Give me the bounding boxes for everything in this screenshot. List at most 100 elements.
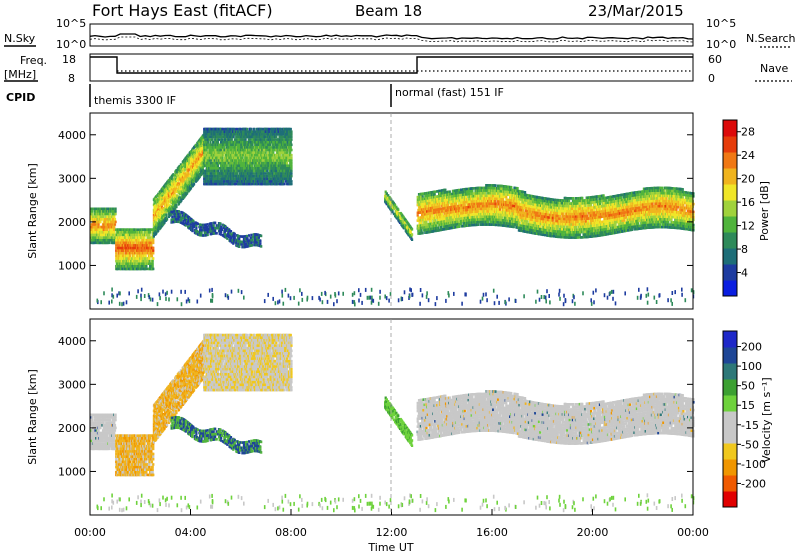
power-cell [186, 173, 189, 176]
power-cell [181, 171, 184, 174]
power-cell [245, 156, 248, 160]
power-cell [130, 238, 133, 242]
power-cell [211, 143, 214, 147]
power-cell [198, 155, 201, 158]
power-cell [202, 139, 205, 142]
power-cell [252, 172, 255, 175]
power-cell [269, 153, 272, 157]
power-cell [142, 238, 145, 242]
power-cell [119, 249, 122, 252]
power-cell [134, 228, 137, 231]
power-cell [186, 191, 189, 195]
power-cell [158, 217, 161, 220]
power-cell [132, 249, 135, 252]
power-cell [222, 153, 225, 157]
power-cell [136, 244, 139, 247]
power-cell [188, 180, 191, 184]
power-cell [203, 172, 206, 175]
power-cell [107, 212, 110, 216]
power-cell [154, 209, 157, 212]
power-cell [167, 203, 170, 206]
power-cell [274, 159, 277, 162]
power-cell [113, 231, 116, 234]
power-cell [162, 195, 166, 199]
power-cell [167, 191, 171, 195]
power-cell [283, 182, 286, 186]
power-cell [146, 262, 149, 265]
power-cell [128, 241, 132, 245]
power-cell [289, 127, 292, 131]
power-cell [416, 214, 419, 217]
power-cell [223, 146, 226, 149]
power-cell [90, 210, 93, 213]
power-cell [119, 231, 122, 234]
power-cell [266, 169, 269, 173]
power-cell [203, 180, 206, 183]
power-cell [290, 174, 293, 178]
power-cell [186, 162, 189, 165]
power-cell [92, 225, 95, 229]
power-cell [262, 172, 265, 175]
power-cell [174, 177, 177, 181]
power-cell [250, 127, 253, 131]
power-cell [162, 212, 165, 215]
power-cell [130, 233, 133, 237]
power-cell [429, 220, 432, 223]
power-cell [176, 194, 179, 197]
power-cell [290, 169, 293, 173]
power-cell [171, 205, 174, 208]
power-cell [184, 180, 187, 183]
power-cell [163, 202, 166, 206]
power-cell [265, 174, 269, 178]
power-cell [152, 251, 155, 255]
power-cell [156, 212, 159, 216]
power-cell [135, 228, 138, 231]
power-cell [145, 238, 149, 242]
power-cell [182, 167, 185, 171]
power-cell [186, 183, 189, 187]
power-cell [199, 153, 202, 157]
power-cell [228, 180, 231, 183]
power-cell [96, 233, 100, 237]
power-cell [141, 233, 144, 237]
power-cell [106, 215, 109, 218]
power-cell [240, 156, 243, 160]
power-cell [235, 177, 238, 181]
power-cell [434, 190, 437, 193]
power-cell [196, 165, 199, 169]
power-cell [280, 135, 284, 139]
power-cell [103, 223, 106, 226]
power-cell [289, 140, 292, 144]
power-cell [438, 189, 441, 193]
power-cell [122, 251, 125, 255]
power-cell [99, 241, 102, 245]
power-cell [120, 246, 123, 250]
power-cell [113, 228, 116, 231]
power-cell [224, 140, 227, 144]
power-cell [94, 223, 97, 226]
power-cell [271, 135, 274, 139]
power-cell [164, 186, 167, 189]
power-cell [225, 164, 228, 167]
power-cell [165, 213, 168, 216]
power-cell [165, 187, 168, 190]
power-cell [109, 223, 112, 226]
power-cell [118, 241, 121, 245]
power-cell [253, 127, 256, 131]
power-cell [279, 153, 282, 157]
power-cell [193, 156, 196, 160]
power-cell [211, 138, 214, 141]
power-cell [208, 159, 211, 162]
power-cell [101, 233, 105, 237]
power-cell [139, 259, 142, 263]
power-cell [92, 238, 95, 242]
power-cell [165, 216, 168, 219]
power-cell [176, 173, 179, 176]
power-cell [284, 140, 287, 144]
power-cell [167, 189, 171, 192]
power-cell [275, 135, 278, 139]
power-cell [264, 151, 267, 154]
power-cell [99, 215, 102, 218]
power-cell [220, 140, 223, 144]
power-cell [93, 241, 96, 245]
